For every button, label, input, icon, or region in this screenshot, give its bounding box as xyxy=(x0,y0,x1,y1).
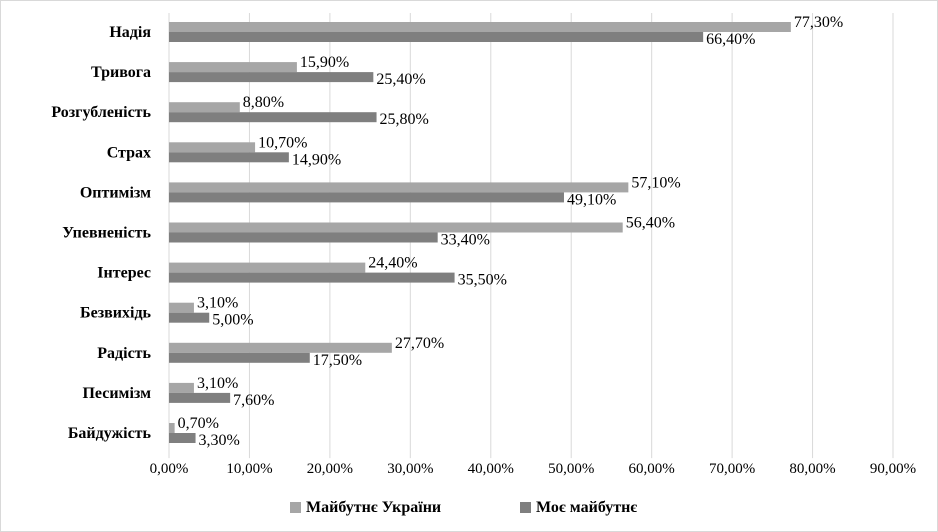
data-label: 25,40% xyxy=(376,71,425,88)
bar-my-future xyxy=(169,312,210,323)
bar-my-future xyxy=(169,152,289,163)
data-label: 0,70% xyxy=(178,415,219,432)
x-tick-label: 50,00% xyxy=(548,461,594,477)
bar-my-future xyxy=(169,392,231,403)
data-label: 3,30% xyxy=(199,432,240,449)
bar-ukraine-future xyxy=(169,222,623,233)
bar-my-future xyxy=(169,72,374,83)
category-labels: Надія Тривога Розгубленість Страх Оптимізм Уп… xyxy=(51,24,151,442)
legend-swatch xyxy=(290,502,301,513)
legend-entry-label: Моє майбутнє xyxy=(536,499,637,516)
data-label: 66,40% xyxy=(706,31,755,48)
bar-my-future xyxy=(169,32,704,42)
category-label: Байдужість xyxy=(68,425,152,442)
data-label: 3,10% xyxy=(197,295,238,312)
category-label: Радість xyxy=(97,345,151,362)
bar-ukraine-future xyxy=(169,262,366,273)
data-label: 8,80% xyxy=(243,94,284,111)
bar-my-future xyxy=(169,433,196,443)
legend-swatch xyxy=(520,502,531,513)
x-tick-label: 80,00% xyxy=(789,461,835,477)
data-label: 15,90% xyxy=(300,54,349,71)
category-label: Песимізм xyxy=(82,385,151,402)
x-tick-label: 10,00% xyxy=(226,461,272,477)
category-label: Інтерес xyxy=(97,265,151,282)
data-label: 35,50% xyxy=(458,272,507,289)
bar-my-future xyxy=(169,272,455,283)
category-label: Упевненість xyxy=(62,225,151,242)
data-label: 56,40% xyxy=(626,215,675,232)
legend-entry-label: Майбутнє України xyxy=(306,499,441,516)
gridlines xyxy=(168,13,894,459)
category-label: Безвихідь xyxy=(80,305,152,322)
data-labels: 77,30% 66,40% 15,90% 25,40% 8,80% 25,80% 10,70… xyxy=(178,14,844,449)
bar-ukraine-future xyxy=(169,182,629,193)
category-label: Надія xyxy=(109,24,151,41)
bar-ukraine-future xyxy=(169,382,194,393)
bar-my-future xyxy=(169,112,377,123)
bar-my-future xyxy=(169,192,564,203)
data-label: 7,60% xyxy=(233,392,274,409)
data-label: 14,90% xyxy=(292,151,341,168)
data-label: 77,30% xyxy=(794,14,843,31)
bars xyxy=(169,22,791,443)
bar-ukraine-future xyxy=(169,423,175,433)
bar-my-future xyxy=(169,352,310,363)
bar-ukraine-future xyxy=(169,142,256,153)
x-tick-label: 40,00% xyxy=(468,461,514,477)
bar-ukraine-future xyxy=(169,302,194,313)
category-label: Розгубленість xyxy=(51,104,151,121)
x-tick-label: 60,00% xyxy=(629,461,675,477)
data-label: 10,70% xyxy=(258,134,307,151)
x-tick-label: 90,00% xyxy=(870,461,916,477)
legend: Майбутнє України Моє майбутнє xyxy=(290,499,637,516)
x-tick-label: 0,00% xyxy=(150,461,189,477)
data-label: 24,40% xyxy=(368,255,417,272)
bar-ukraine-future xyxy=(169,22,791,32)
data-label: 27,70% xyxy=(395,335,444,352)
category-label: Тривога xyxy=(91,64,151,81)
bar-ukraine-future xyxy=(169,342,392,353)
category-label: Оптимізм xyxy=(80,184,151,201)
data-label: 57,10% xyxy=(631,174,680,191)
x-tick-labels: 0,00% 10,00% 20,00% 30,00% 40,00% 50,00% 60,00… xyxy=(150,461,917,477)
bar-ukraine-future xyxy=(169,102,240,113)
x-tick-label: 20,00% xyxy=(307,461,353,477)
x-tick-label: 70,00% xyxy=(709,461,755,477)
bar-ukraine-future xyxy=(169,62,297,73)
data-label: 5,00% xyxy=(212,312,253,329)
x-tick-label: 30,00% xyxy=(387,461,433,477)
data-label: 33,40% xyxy=(441,232,490,249)
data-label: 3,10% xyxy=(197,375,238,392)
category-label: Страх xyxy=(107,144,151,161)
data-label: 25,80% xyxy=(380,111,429,128)
bar-my-future xyxy=(169,232,438,243)
data-label: 17,50% xyxy=(313,352,362,369)
data-label: 49,10% xyxy=(567,191,616,208)
